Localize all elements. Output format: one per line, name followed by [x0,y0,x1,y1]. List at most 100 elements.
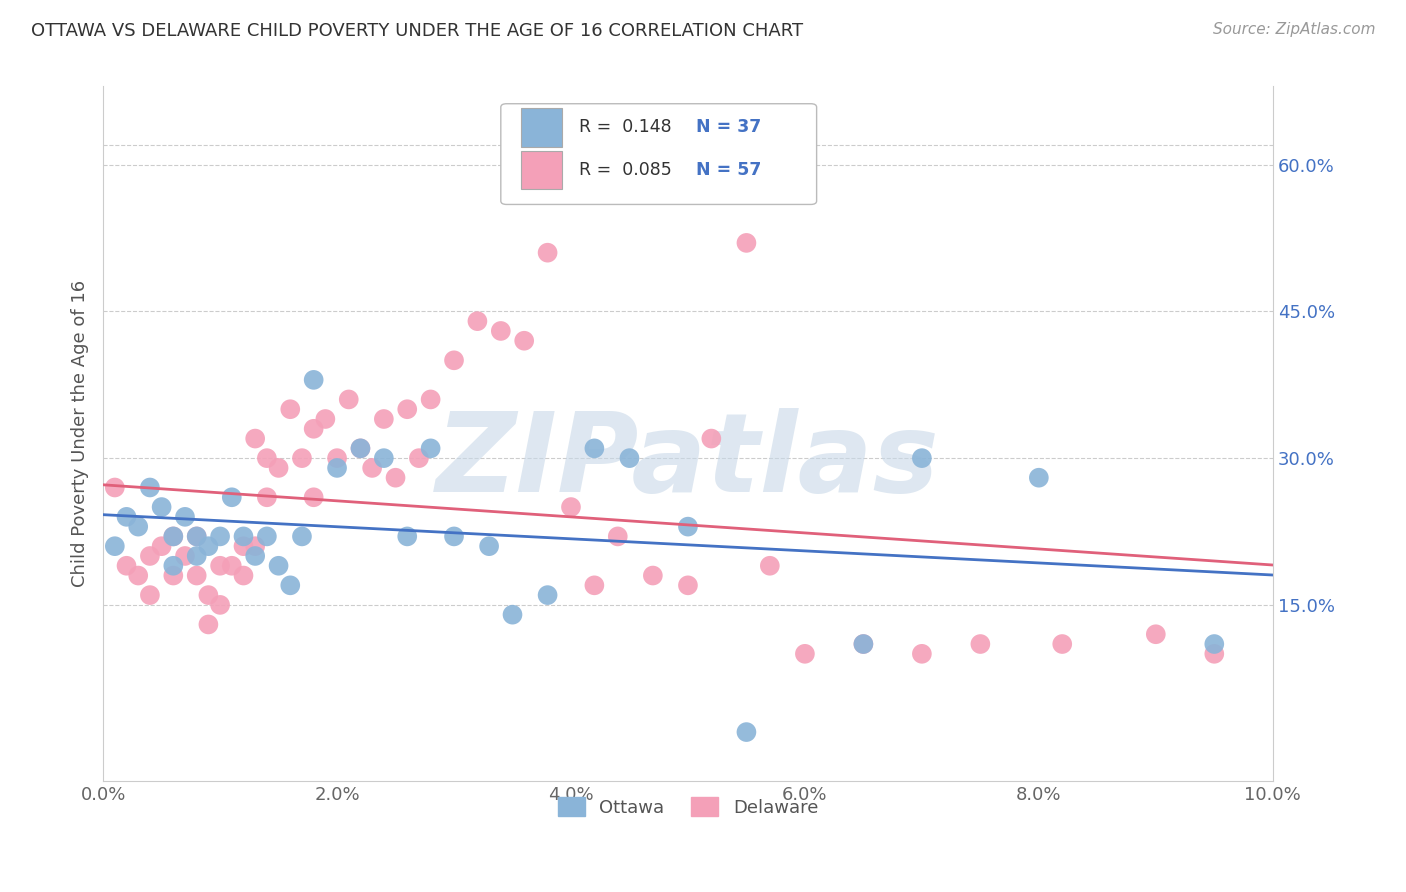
FancyBboxPatch shape [520,109,561,146]
Point [232,539,254,553]
Point [150,539,173,553]
Legend: Ottawa, Delaware: Ottawa, Delaware [550,790,825,824]
Point [419,442,441,456]
Point [174,509,197,524]
Point [150,500,173,514]
Point [735,725,758,739]
Point [256,529,278,543]
Point [396,402,419,417]
Point [536,588,558,602]
Point [186,568,208,582]
Point [197,588,219,602]
Point [478,539,501,553]
Point [793,647,815,661]
Point [373,412,395,426]
Point [127,519,149,533]
FancyBboxPatch shape [501,103,817,204]
Point [619,451,641,466]
Point [396,529,419,543]
Point [162,558,184,573]
Point [502,607,524,622]
Point [302,490,325,504]
Point [243,432,266,446]
Point [443,529,465,543]
Point [583,442,606,456]
Point [162,529,184,543]
Point [302,422,325,436]
Point [606,529,628,543]
Point [467,314,489,328]
Point [139,588,162,602]
Point [314,412,336,426]
Point [243,549,266,563]
Point [536,245,558,260]
Point [384,471,406,485]
Point [256,451,278,466]
Point [513,334,536,348]
Point [115,509,138,524]
Point [162,568,184,582]
Point [1052,637,1074,651]
Text: Source: ZipAtlas.com: Source: ZipAtlas.com [1212,22,1375,37]
Point [267,558,290,573]
Point [583,578,606,592]
Point [139,481,162,495]
Point [197,539,219,553]
Point [676,519,699,533]
FancyBboxPatch shape [520,151,561,189]
Point [186,529,208,543]
Point [197,617,219,632]
Point [373,451,395,466]
Point [209,529,232,543]
Point [560,500,582,514]
Point [232,529,254,543]
Point [139,549,162,563]
Point [104,481,127,495]
Point [291,529,314,543]
Point [267,461,290,475]
Point [302,373,325,387]
Text: OTTAWA VS DELAWARE CHILD POVERTY UNDER THE AGE OF 16 CORRELATION CHART: OTTAWA VS DELAWARE CHILD POVERTY UNDER T… [31,22,803,40]
Point [1028,471,1050,485]
Point [700,432,723,446]
Text: ZIPatlas: ZIPatlas [436,408,939,515]
Point [115,558,138,573]
Point [326,451,349,466]
Point [349,442,371,456]
Point [361,461,384,475]
Point [1204,637,1226,651]
Text: R =  0.085: R = 0.085 [579,161,672,178]
Point [127,568,149,582]
Point [291,451,314,466]
Point [1144,627,1167,641]
Point [326,461,349,475]
Point [349,442,371,456]
Point [419,392,441,407]
Point [232,568,254,582]
Point [209,558,232,573]
Point [162,529,184,543]
Point [278,578,301,592]
Point [174,549,197,563]
Point [911,451,934,466]
Point [256,490,278,504]
Point [759,558,782,573]
Point [676,578,699,592]
Point [852,637,875,651]
Text: N = 57: N = 57 [696,161,762,178]
Point [852,637,875,651]
Point [911,647,934,661]
Point [1204,647,1226,661]
Point [337,392,360,407]
Point [186,529,208,543]
Text: R =  0.148: R = 0.148 [579,119,672,136]
Point [104,539,127,553]
Point [489,324,512,338]
Point [209,598,232,612]
Point [243,539,266,553]
Point [186,549,208,563]
Text: N = 37: N = 37 [696,119,762,136]
Point [221,490,243,504]
Y-axis label: Child Poverty Under the Age of 16: Child Poverty Under the Age of 16 [72,280,89,587]
Point [735,235,758,250]
